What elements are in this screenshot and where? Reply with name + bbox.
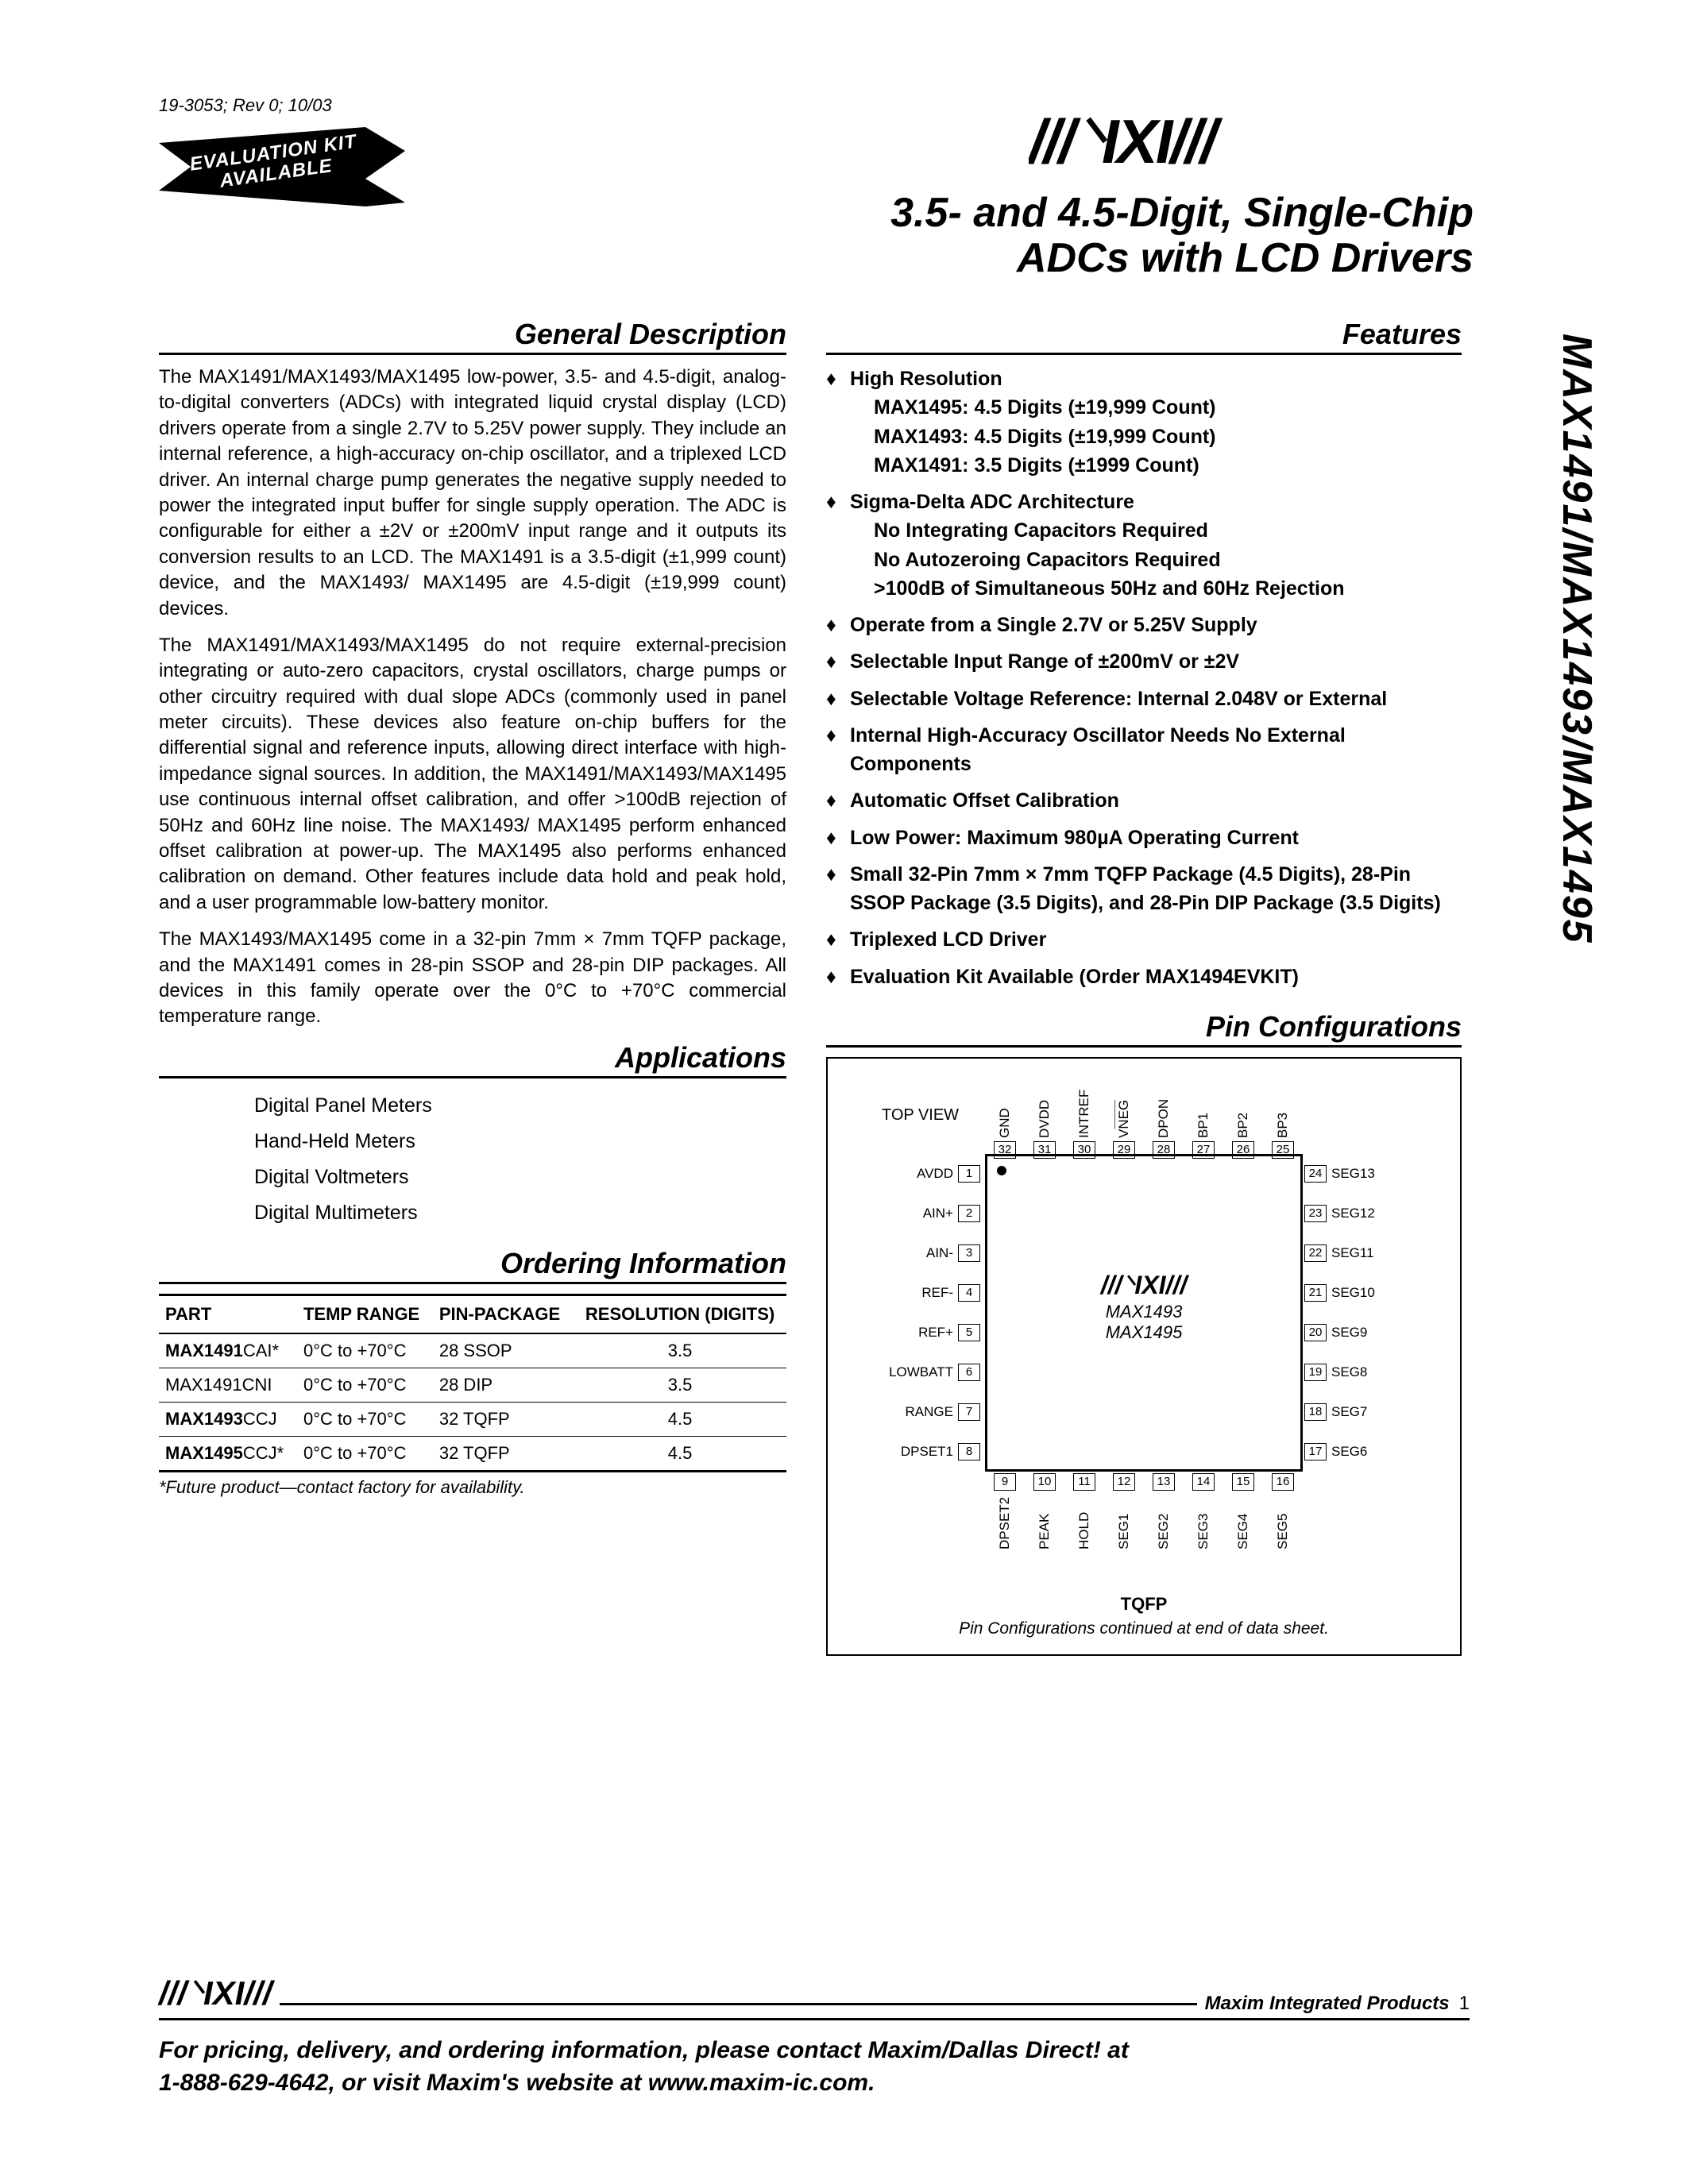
heading-pin-config: Pin Configurations (826, 1010, 1462, 1048)
pin-23: 23SEG12 (1304, 1205, 1435, 1222)
pin-22: 22SEG11 (1304, 1244, 1435, 1262)
pin-20: 20SEG9 (1304, 1324, 1435, 1341)
chip-body: ///⸌IXI/// MAX1493 MAX1495 (985, 1154, 1303, 1472)
features-list: High ResolutionMAX1495: 4.5 Digits (±19,… (826, 365, 1462, 991)
feature-subitem: MAX1493: 4.5 Digits (±19,999 Count) (874, 423, 1462, 451)
table-row: MAX1491CAI*0°C to +70°C28 SSOP3.5 (159, 1333, 786, 1368)
contact-line1: For pricing, delivery, and ordering info… (159, 2037, 1129, 2063)
table-row: MAX1495CCJ*0°C to +70°C32 TQFP4.5 (159, 1436, 786, 1471)
pin-7: RANGE7 (850, 1403, 980, 1421)
pin-13: SEG213 (1153, 1473, 1175, 1549)
pin-2: AIN+2 (850, 1205, 980, 1222)
title-line1: 3.5- and 4.5-Digit, Single-Chip (890, 190, 1474, 236)
feature-item: High ResolutionMAX1495: 4.5 Digits (±19,… (826, 365, 1462, 480)
chip-brand: ///⸌IXI/// (987, 1268, 1300, 1302)
footer-rule (280, 2003, 1196, 2005)
pin-config-note: Pin Configurations continued at end of d… (844, 1619, 1444, 1638)
pin-27: BP127 (1192, 1082, 1215, 1159)
feature-item: Triplexed LCD Driver (826, 925, 1462, 954)
col-pkg: PIN-PACKAGE (433, 1295, 574, 1333)
svg-text:///⸌IXI///: ///⸌IXI/// (1029, 111, 1223, 175)
pin-diagram: TOP VIEW ///⸌IXI/// MAX1493 MAX1495 AVDD… (826, 1057, 1462, 1656)
heading-ordering: Ordering Information (159, 1247, 786, 1284)
ordering-footnote: *Future product—contact factory for avai… (159, 1477, 786, 1498)
pin-29: VNEG29 (1113, 1082, 1135, 1159)
pin-18: 18SEG7 (1304, 1403, 1435, 1421)
footer-brand: ///⸌IXI/// (159, 1970, 272, 2015)
pin-31: DVDD31 (1033, 1082, 1056, 1159)
pin-3: AIN-3 (850, 1244, 980, 1262)
page-number: 1 (1459, 1993, 1470, 2015)
applications-list: Digital Panel Meters Hand-Held Meters Di… (254, 1088, 786, 1231)
main-title: 3.5- and 4.5-Digit, Single-Chip ADCs wit… (890, 191, 1474, 281)
feature-item: Internal High-Accuracy Oscillator Needs … (826, 721, 1462, 779)
feature-item: Operate from a Single 2.7V or 5.25V Supp… (826, 611, 1462, 639)
footer-company: Maxim Integrated Products (1205, 1993, 1450, 2015)
col-part: PART (159, 1295, 297, 1333)
chip-model2: MAX1495 (987, 1322, 1300, 1343)
pin-28: DPON28 (1153, 1082, 1175, 1159)
pin-17: 17SEG6 (1304, 1443, 1435, 1461)
title-line2: ADCs with LCD Drivers (1017, 235, 1474, 281)
contact-line2: 1-888-629-4642, or visit Maxim's website… (159, 2070, 875, 2096)
feature-item: Selectable Input Range of ±200mV or ±2V (826, 647, 1462, 676)
heading-features: Features (826, 318, 1462, 355)
chip-model1: MAX1493 (987, 1302, 1300, 1322)
pin-4: REF-4 (850, 1284, 980, 1302)
feature-subitem: No Integrating Capacitors Required (874, 516, 1462, 545)
pin-5: REF+5 (850, 1324, 980, 1341)
general-desc-p2: The MAX1491/MAX1493/MAX1495 do not requi… (159, 633, 786, 916)
side-product-tab: MAX1491/MAX1493/MAX1495 (1553, 334, 1601, 944)
feature-item: Automatic Offset Calibration (826, 786, 1462, 815)
feature-item: Small 32-Pin 7mm × 7mm TQFP Package (4.5… (826, 860, 1462, 918)
pin-16: SEG516 (1272, 1473, 1294, 1549)
feature-item: Low Power: Maximum 980µA Operating Curre… (826, 824, 1462, 852)
application-item: Hand-Held Meters (254, 1124, 786, 1160)
pin-32: GND32 (994, 1082, 1016, 1159)
feature-subitem: MAX1495: 4.5 Digits (±19,999 Count) (874, 393, 1462, 422)
eval-kit-badge: EVALUATION KIT AVAILABLE (159, 127, 413, 206)
feature-subitem: No Autozeroing Capacitors Required (874, 546, 1462, 574)
heading-applications: Applications (159, 1041, 786, 1078)
table-row: MAX1491CNI0°C to +70°C28 DIP3.5 (159, 1368, 786, 1402)
feature-item: Evaluation Kit Available (Order MAX1494E… (826, 963, 1462, 991)
pin-19: 19SEG8 (1304, 1364, 1435, 1381)
heading-general-description: General Description (159, 318, 786, 355)
pin-21: 21SEG10 (1304, 1284, 1435, 1302)
col-res: RESOLUTION (DIGITS) (574, 1295, 786, 1333)
pin1-indicator-dot (997, 1166, 1006, 1175)
pin-12: SEG112 (1113, 1473, 1135, 1549)
feature-subitem: MAX1491: 3.5 Digits (±1999 Count) (874, 451, 1462, 480)
feature-subitem: >100dB of Simultaneous 50Hz and 60Hz Rej… (874, 574, 1462, 603)
doc-reference: 19-3053; Rev 0; 10/03 (159, 95, 332, 116)
pin-25: BP325 (1272, 1082, 1294, 1159)
feature-item: Selectable Voltage Reference: Internal 2… (826, 685, 1462, 713)
application-item: Digital Voltmeters (254, 1160, 786, 1195)
package-label: TQFP (844, 1594, 1444, 1615)
pin-1: AVDD1 (850, 1165, 980, 1183)
general-desc-p3: The MAX1493/MAX1495 come in a 32-pin 7mm… (159, 927, 786, 1030)
col-temp: TEMP RANGE (297, 1295, 433, 1333)
pin-30: INTREF30 (1073, 1082, 1095, 1159)
brand-logo: ///⸌IXI/// (1029, 111, 1474, 188)
footer-contact: For pricing, delivery, and ordering info… (159, 2035, 1470, 2099)
pin-9: DPSET29 (994, 1473, 1016, 1549)
ordering-table: PART TEMP RANGE PIN-PACKAGE RESOLUTION (… (159, 1294, 786, 1472)
pin-11: HOLD11 (1073, 1473, 1095, 1549)
feature-item: Sigma-Delta ADC ArchitectureNo Integrati… (826, 488, 1462, 603)
pin-15: SEG415 (1232, 1473, 1254, 1549)
top-view-label: TOP VIEW (882, 1106, 959, 1125)
pin-10: PEAK10 (1033, 1473, 1056, 1549)
table-row: MAX1493CCJ0°C to +70°C32 TQFP4.5 (159, 1402, 786, 1436)
application-item: Digital Panel Meters (254, 1088, 786, 1124)
pin-24: 24SEG13 (1304, 1165, 1435, 1183)
general-desc-p1: The MAX1491/MAX1493/MAX1495 low-power, 3… (159, 365, 786, 622)
pin-8: DPSET18 (850, 1443, 980, 1461)
application-item: Digital Multimeters (254, 1195, 786, 1231)
pin-26: BP226 (1232, 1082, 1254, 1159)
pin-14: SEG314 (1192, 1473, 1215, 1549)
pin-6: LOWBATT6 (850, 1364, 980, 1381)
